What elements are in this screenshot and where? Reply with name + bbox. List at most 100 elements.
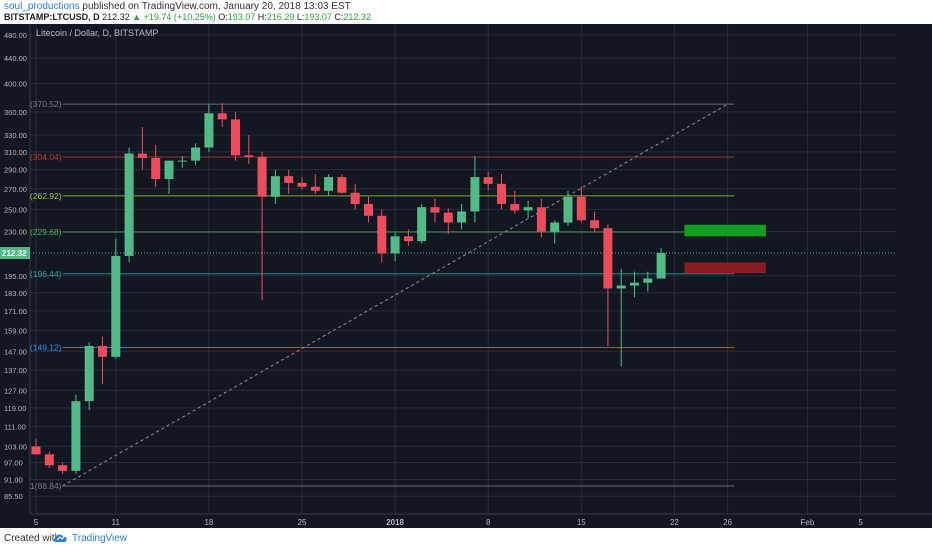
- close-label: C:: [334, 12, 344, 22]
- candle-body: [430, 207, 440, 213]
- candle-body: [164, 160, 174, 180]
- price-tick-label: 171.00: [4, 307, 27, 316]
- candle-body: [337, 177, 347, 193]
- candle-body: [231, 119, 240, 156]
- candle-body: [217, 113, 227, 120]
- fib-level-label: 0.5(229.68): [18, 227, 62, 237]
- candle-body: [550, 222, 560, 232]
- last-price: 212.32: [102, 12, 130, 22]
- price-tick-label: 480.00: [4, 31, 27, 40]
- candle-body: [137, 153, 147, 158]
- candle-body: [403, 236, 413, 242]
- candle-body: [44, 454, 54, 466]
- published-text: published on TradingView.com, January 20…: [82, 1, 351, 12]
- candle-body: [98, 345, 107, 357]
- symbol-label: BITSTAMP:LTCUSD, D: [4, 12, 100, 22]
- change-arrow-icon: ▲: [132, 12, 142, 22]
- candle-body: [563, 196, 573, 223]
- candle-body: [616, 285, 626, 289]
- footer: Created with TradingView: [0, 528, 932, 550]
- time-tick-label: 5: [34, 518, 39, 527]
- low-label: L:: [296, 12, 305, 22]
- fib-level-label: 86(149.12): [20, 342, 61, 352]
- stop-zone: [684, 262, 766, 274]
- chart-title: Litecoin / Dollar, D, BITSTAMP: [36, 28, 158, 38]
- time-tick-label: 2018: [386, 518, 404, 527]
- time-tick-label: 25: [298, 518, 307, 527]
- candle-body: [124, 153, 134, 256]
- price-tick-label: 159.00: [4, 326, 27, 335]
- candle-body: [31, 446, 41, 455]
- candle-body: [483, 177, 493, 184]
- price-tick-label: 183.00: [4, 289, 27, 298]
- candle-body: [536, 207, 546, 232]
- candle-body: [297, 182, 307, 187]
- candle-body: [510, 204, 520, 211]
- candle-body: [523, 207, 533, 211]
- price-tick-label: 147.00: [4, 347, 27, 356]
- candle-body: [324, 177, 334, 191]
- tradingview-brand[interactable]: TradingView: [72, 533, 128, 544]
- fib-trend-line: [62, 103, 728, 487]
- price-axis: 480.00 440.00 400.00 360.00 330.00 310.00 290.…: [0, 24, 31, 528]
- chart-panel[interactable]: 0(370.52) 36(304.04) 82(262.92) 0.5(229.68)…: [0, 24, 932, 528]
- candle-body: [58, 465, 68, 471]
- price-tick-label: 103.00: [4, 442, 27, 451]
- price-chart[interactable]: 0(370.52) 36(304.04) 82(262.92) 0.5(229.68)…: [0, 24, 932, 528]
- candle-body: [417, 207, 427, 242]
- fib-level-label: 0(370.52): [25, 99, 62, 109]
- author-link[interactable]: soul_productions: [4, 1, 80, 12]
- candle-body: [71, 401, 81, 471]
- publish-info: soul_productions published on TradingVie…: [4, 1, 351, 12]
- candle-body: [364, 204, 373, 216]
- open-value: 193.07: [227, 12, 256, 22]
- candle-body: [603, 228, 613, 289]
- candle-body: [377, 215, 387, 254]
- candle-body: [244, 155, 254, 158]
- price-tick-label: 250.00: [4, 205, 27, 214]
- candle-body: [350, 192, 360, 205]
- candle-body: [151, 157, 161, 180]
- price-tick-label: 97.00: [4, 458, 23, 467]
- price-tick-label: 310.00: [4, 148, 27, 157]
- time-tick-label: Feb: [801, 518, 815, 527]
- price-tick-label: 85.50: [4, 492, 23, 501]
- price-tick-label: 400.00: [4, 80, 27, 89]
- candle-body: [191, 147, 201, 161]
- time-tick-label: 22: [670, 518, 679, 527]
- fib-level-label: 1(88.84): [30, 481, 62, 491]
- time-tick-label: 26: [723, 518, 732, 527]
- fib-level-label: 36(304.04): [20, 152, 61, 162]
- time-tick-label: 15: [577, 518, 586, 527]
- candles: [31, 103, 666, 474]
- candle-body: [310, 186, 320, 191]
- candle-body: [630, 282, 639, 286]
- time-axis: 5 11 18 25 2018 8 15 22 26 Feb 5: [30, 513, 932, 527]
- fib-trend-dashed-line: [62, 103, 728, 487]
- candle-body: [643, 278, 653, 283]
- ohlc-legend: BITSTAMP:LTCUSD, D 212.32 ▲ +19.74 (+10.…: [4, 12, 371, 22]
- candle-body: [390, 236, 400, 254]
- fib-level-label: 82(262.92): [20, 191, 61, 201]
- created-with-text: Created with: [4, 533, 61, 544]
- candle-body: [443, 212, 453, 223]
- price-tick-label: 330.00: [4, 131, 27, 140]
- candle-body: [177, 160, 187, 162]
- open-label: O:: [218, 12, 228, 22]
- candle-body: [590, 220, 600, 229]
- price-tick-label: 195.00: [4, 272, 27, 281]
- time-tick-label: 18: [204, 518, 213, 527]
- price-tick-label: 230.00: [4, 228, 27, 237]
- fib-level-label: 18(196.44): [20, 269, 61, 279]
- target-zones: [684, 224, 766, 274]
- price-tick-label: 137.00: [4, 366, 27, 375]
- candle-body: [270, 176, 280, 197]
- current-price-tag: [0, 247, 30, 260]
- candle-body: [470, 177, 480, 212]
- candle-body: [284, 176, 294, 183]
- price-tick-label: 270.00: [4, 185, 27, 194]
- candle-body: [111, 255, 121, 357]
- fib-retracement: 0(370.52) 36(304.04) 82(262.92) 0.5(229.68)…: [18, 99, 735, 491]
- time-tick-label: 11: [112, 518, 121, 527]
- change-value: +19.74 (+10.25%): [143, 12, 216, 22]
